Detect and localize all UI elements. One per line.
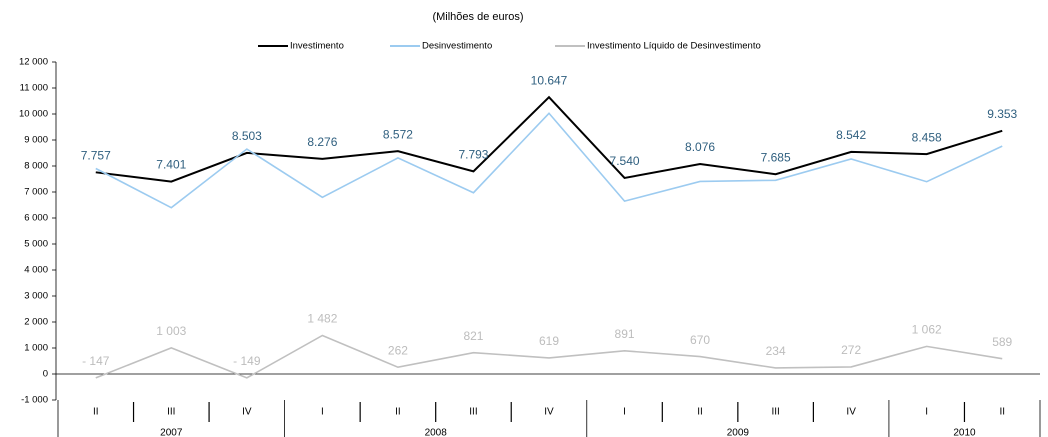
data-label: 891	[615, 327, 635, 341]
y-tick-label: 2 000	[24, 317, 48, 328]
data-label: 8.542	[836, 128, 866, 142]
group-label: 2008	[425, 428, 448, 437]
series-line	[95, 95, 1003, 183]
x-tick-label: IV	[242, 407, 252, 418]
data-label: 7.401	[156, 158, 186, 172]
data-label: 8.572	[383, 127, 413, 141]
y-tick-label: 10 000	[19, 109, 48, 120]
data-label: 7.757	[81, 148, 111, 162]
y-tick-label: 0	[43, 369, 48, 380]
legend-label: Desinvestimento	[422, 41, 492, 52]
y-tick-label: 8 000	[24, 161, 48, 172]
data-label: 821	[463, 329, 483, 343]
group-label: 2007	[160, 428, 183, 437]
x-tick-label: I	[623, 407, 626, 418]
series-line	[95, 334, 1003, 379]
x-tick-label: I	[321, 407, 324, 418]
y-tick-label: 3 000	[24, 291, 48, 302]
data-label: 1 003	[156, 324, 186, 338]
x-tick-label: III	[771, 407, 779, 418]
legend-label: Investimento	[290, 41, 344, 52]
y-tick-label: 5 000	[24, 239, 48, 250]
data-label: 7.793	[458, 148, 488, 162]
x-tick-label: IV	[846, 407, 856, 418]
y-tick-label: 4 000	[24, 265, 48, 276]
data-label: 1 482	[307, 312, 337, 326]
data-label: 589	[992, 335, 1012, 349]
y-tick-label: -1 000	[21, 395, 48, 406]
x-tick-label: IV	[544, 407, 554, 418]
data-label: 8.503	[232, 129, 262, 143]
data-label: 10.647	[531, 73, 568, 87]
data-label: 619	[539, 334, 559, 348]
data-label: 262	[388, 343, 408, 357]
data-label: 670	[690, 333, 710, 347]
group-label: 2009	[727, 428, 750, 437]
x-tick-label: I	[925, 407, 928, 418]
y-tick-label: 7 000	[24, 187, 48, 198]
chart-subtitle: (Milhões de euros)	[432, 11, 523, 23]
x-tick-label: II	[93, 407, 99, 418]
data-label: 9.353	[987, 107, 1017, 121]
data-label: 8.276	[307, 135, 337, 149]
data-label: - 147	[82, 354, 110, 368]
data-label: 1 062	[912, 323, 942, 337]
data-label: 8.458	[912, 130, 942, 144]
series-line	[95, 112, 1003, 209]
data-label: 234	[766, 344, 786, 358]
x-tick-label: III	[167, 407, 175, 418]
x-tick-label: II	[999, 407, 1005, 418]
data-label: 272	[841, 343, 861, 357]
data-label: 8.076	[685, 140, 715, 154]
y-tick-label: 6 000	[24, 213, 48, 224]
data-label: 7.540	[610, 154, 640, 168]
y-tick-label: 12 000	[19, 57, 48, 68]
y-tick-label: 1 000	[24, 343, 48, 354]
y-tick-label: 11 000	[20, 83, 48, 94]
data-label: - 149	[233, 354, 261, 368]
x-tick-label: III	[469, 407, 477, 418]
data-label: 7.685	[761, 150, 791, 164]
y-tick-label: 9 000	[24, 135, 48, 146]
legend-label: Investimento Líquido de Desinvestimento	[587, 41, 761, 52]
group-label: 2010	[953, 428, 976, 437]
x-tick-label: II	[697, 407, 703, 418]
x-tick-label: II	[395, 407, 401, 418]
